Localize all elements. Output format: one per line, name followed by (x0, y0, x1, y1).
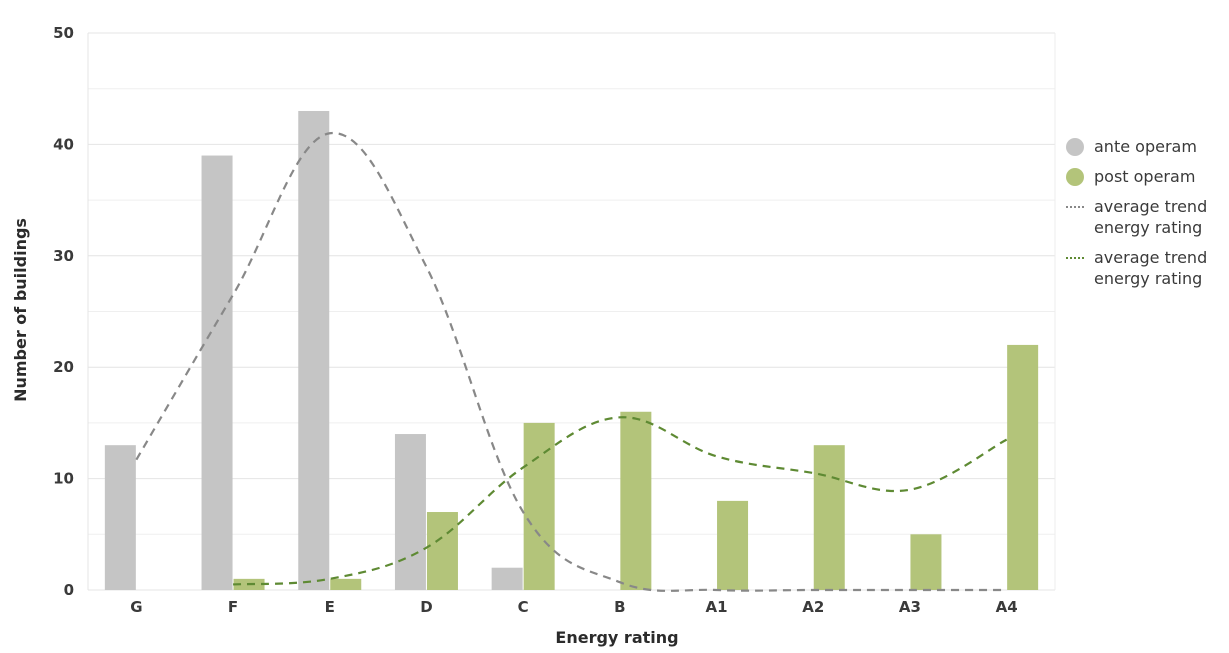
x-tick-label: A4 (996, 598, 1018, 616)
legend-swatch-trend-post (1066, 257, 1084, 259)
x-axis-title: Energy rating (555, 628, 678, 647)
x-tick-label: A1 (706, 598, 728, 616)
bar-post-operam (1007, 344, 1039, 590)
x-tick-label: E (325, 598, 335, 616)
legend-item-ante-operam: ante operam (1066, 136, 1226, 157)
legend-swatch-post-operam (1066, 168, 1084, 186)
legend-item-trend-post: average trend energy rating (1066, 247, 1226, 289)
y-tick-label: 20 (53, 358, 74, 376)
legend-label: post operam (1094, 167, 1196, 186)
legend-swatch-ante-operam (1066, 138, 1084, 156)
legend-label: ante operam (1094, 137, 1197, 156)
bar-ante-operam (491, 567, 523, 590)
bar-post-operam (620, 411, 652, 590)
bar-post-operam (330, 578, 362, 590)
bar-post-operam (910, 534, 942, 590)
y-tick-label: 40 (53, 135, 74, 153)
x-tick-label: G (130, 598, 142, 616)
y-axis-title: Number of buildings (11, 218, 30, 402)
x-tick-label: A2 (802, 598, 824, 616)
bar-post-operam (717, 500, 749, 590)
x-tick-label: B (614, 598, 625, 616)
x-tick-label: F (228, 598, 238, 616)
y-tick-label: 30 (53, 247, 74, 265)
legend-label: average trend energy rating (1094, 248, 1208, 288)
bar-post-operam (426, 512, 458, 590)
x-tick-label: C (518, 598, 529, 616)
bar-ante-operam (394, 434, 426, 590)
trend-line-ante-operam (135, 132, 1007, 592)
legend: ante operam post operam average trend en… (1066, 136, 1226, 298)
legend-swatch-trend-ante (1066, 206, 1084, 208)
bar-ante-operam (201, 155, 233, 591)
bar-post-operam (523, 422, 555, 590)
trend-lines (135, 132, 1008, 592)
gridlines (87, 32, 1056, 591)
y-axis-ticks: 0 10 20 30 40 50 (53, 24, 74, 599)
trend-line-post-operam (232, 416, 1008, 586)
bar-ante-operam (298, 110, 330, 590)
legend-label: average trend energy rating (1094, 197, 1208, 237)
legend-item-trend-ante: average trend energy rating (1066, 196, 1226, 238)
y-tick-label: 0 (64, 581, 74, 599)
bar-post-operam (813, 445, 845, 590)
y-tick-label: 50 (53, 24, 74, 42)
x-tick-label: D (420, 598, 432, 616)
x-axis-ticks: G F E D C B A1 A2 A3 A4 (130, 598, 1017, 616)
y-tick-label: 10 (53, 470, 74, 488)
x-tick-label: A3 (899, 598, 921, 616)
bar-ante-operam (104, 445, 136, 590)
bars (104, 110, 1039, 591)
legend-item-post-operam: post operam (1066, 166, 1226, 187)
